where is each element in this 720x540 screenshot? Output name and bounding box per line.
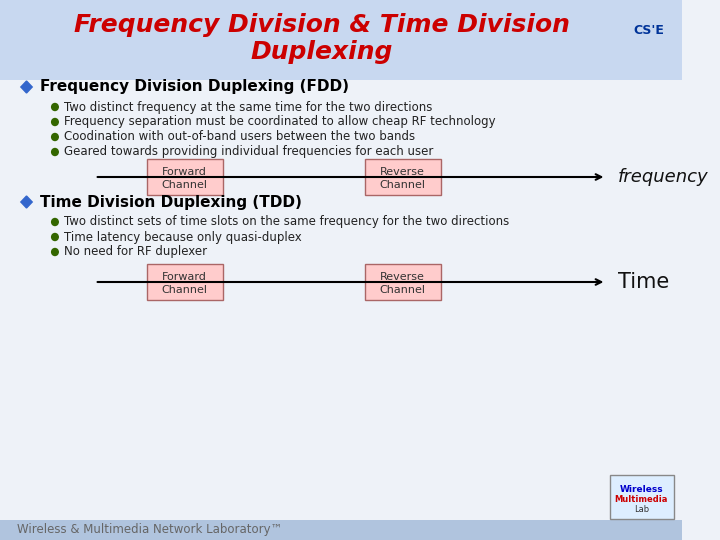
Text: frequency: frequency — [618, 168, 708, 186]
Circle shape — [52, 248, 58, 255]
Text: Coodination with out-of-band users between the two bands: Coodination with out-of-band users betwe… — [64, 131, 415, 144]
Text: Wireless: Wireless — [619, 485, 663, 495]
Circle shape — [52, 233, 58, 240]
Text: No need for RF duplexer: No need for RF duplexer — [64, 246, 207, 259]
Text: Time: Time — [618, 272, 669, 292]
Text: Geared towards providing individual frequencies for each user: Geared towards providing individual freq… — [64, 145, 433, 159]
Circle shape — [52, 219, 58, 226]
FancyBboxPatch shape — [0, 0, 682, 80]
FancyBboxPatch shape — [147, 159, 222, 195]
Circle shape — [52, 148, 58, 156]
Text: Frequency Division Duplexing (FDD): Frequency Division Duplexing (FDD) — [40, 79, 348, 94]
Text: Frequency separation must be coordinated to allow cheap RF technology: Frequency separation must be coordinated… — [64, 116, 496, 129]
Text: Wireless & Multimedia Network Laboratory™: Wireless & Multimedia Network Laboratory… — [17, 523, 282, 537]
FancyBboxPatch shape — [610, 475, 673, 519]
Polygon shape — [21, 196, 32, 208]
Text: Channel: Channel — [162, 180, 208, 190]
Text: Frequency Division & Time Division: Frequency Division & Time Division — [74, 13, 570, 37]
Text: Reverse: Reverse — [380, 272, 425, 282]
FancyBboxPatch shape — [365, 159, 441, 195]
Text: Forward: Forward — [162, 272, 207, 282]
Text: Multimedia: Multimedia — [615, 496, 668, 504]
Text: Channel: Channel — [379, 180, 426, 190]
Text: Forward: Forward — [162, 167, 207, 177]
Polygon shape — [21, 81, 32, 93]
Text: Time Division Duplexing (TDD): Time Division Duplexing (TDD) — [40, 194, 302, 210]
Text: Reverse: Reverse — [380, 167, 425, 177]
Text: Two distinct frequency at the same time for the two directions: Two distinct frequency at the same time … — [64, 100, 433, 113]
FancyBboxPatch shape — [0, 520, 682, 540]
Text: Duplexing: Duplexing — [251, 40, 393, 64]
Text: Channel: Channel — [162, 285, 208, 295]
Circle shape — [52, 133, 58, 140]
FancyBboxPatch shape — [365, 264, 441, 300]
Text: Channel: Channel — [379, 285, 426, 295]
Text: Lab: Lab — [634, 505, 649, 515]
Text: Two distinct sets of time slots on the same frequency for the two directions: Two distinct sets of time slots on the s… — [64, 215, 510, 228]
Text: CS'E: CS'E — [634, 24, 665, 37]
Circle shape — [52, 118, 58, 125]
FancyBboxPatch shape — [147, 264, 222, 300]
Text: Time latency because only quasi-duplex: Time latency because only quasi-duplex — [64, 231, 302, 244]
Circle shape — [52, 104, 58, 111]
